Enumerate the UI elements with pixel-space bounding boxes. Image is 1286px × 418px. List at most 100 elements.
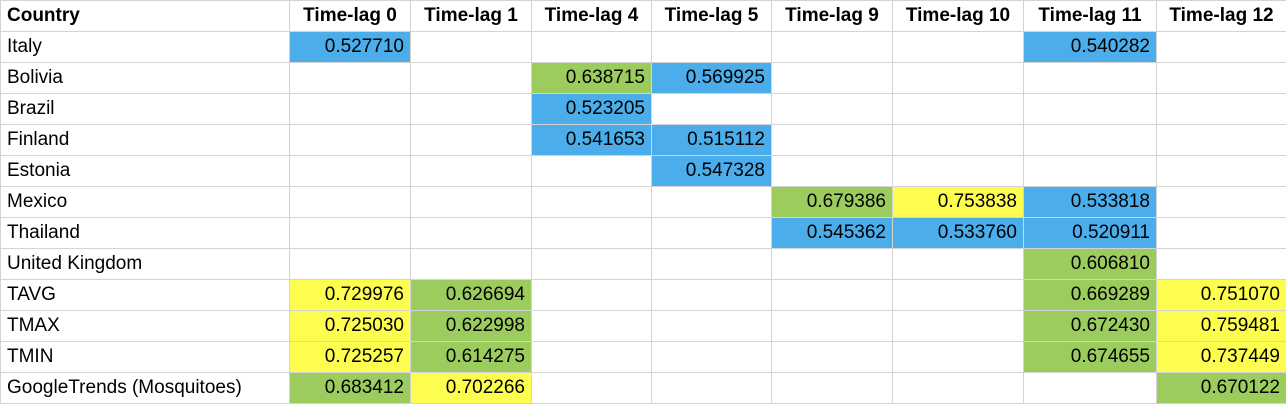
table-row: TMAX 0.725030 0.622998 0.672430 0.759481 [0,310,1286,342]
table-cell [771,31,893,63]
header-row: Country Time-lag 0 Time-lag 1 Time-lag 4… [0,0,1286,32]
row-label: TMIN [0,341,290,373]
row-label: TAVG [0,279,290,311]
table-row: United Kingdom 0.606810 [0,248,1286,280]
table-cell: 0.523205 [531,93,652,125]
table-cell: 0.729976 [289,279,411,311]
column-header-country: Country [0,0,290,32]
table-cell [531,186,652,218]
table-cell [651,310,772,342]
row-label: Italy [0,31,290,63]
table-cell [771,248,893,280]
table-cell [651,93,772,125]
table-row: Brazil 0.523205 [0,93,1286,125]
table-row: TMIN 0.725257 0.614275 0.674655 0.737449 [0,341,1286,373]
table-cell [771,341,893,373]
table-cell: 0.541653 [531,124,652,156]
table-row: Finland 0.541653 0.515112 [0,124,1286,156]
table-cell: 0.683412 [289,372,411,404]
column-header-time-lag-5: Time-lag 5 [651,0,772,32]
table-cell [651,372,772,404]
table-cell: 0.547328 [651,155,772,187]
table-cell [289,93,411,125]
table-cell [651,217,772,249]
table-cell: 0.670122 [1156,372,1286,404]
table-cell: 0.533760 [892,217,1024,249]
table-cell [1156,62,1286,94]
row-label: Bolivia [0,62,290,94]
row-label: United Kingdom [0,248,290,280]
table-cell [1023,372,1157,404]
table-cell [410,124,532,156]
table-cell [1156,186,1286,218]
column-header-time-lag-10: Time-lag 10 [892,0,1024,32]
table-cell [892,155,1024,187]
table-cell: 0.669289 [1023,279,1157,311]
table-cell [892,93,1024,125]
row-label: GoogleTrends (Mosquitoes) [0,372,290,404]
correlation-table: Country Time-lag 0 Time-lag 1 Time-lag 4… [0,0,1286,404]
table-cell [892,372,1024,404]
table-cell [771,279,893,311]
table-cell: 0.737449 [1156,341,1286,373]
table-cell [1156,217,1286,249]
table-cell [1156,31,1286,63]
column-header-time-lag-12: Time-lag 12 [1156,0,1286,32]
column-header-time-lag-9: Time-lag 9 [771,0,893,32]
table-cell [651,186,772,218]
table-row: Estonia 0.547328 [0,155,1286,187]
table-body: Italy 0.527710 0.540282 Bolivia 0.638715 0.56… [0,31,1286,404]
table-cell [892,62,1024,94]
table-cell [651,341,772,373]
table-row: Thailand 0.545362 0.533760 0.520911 [0,217,1286,249]
table-cell: 0.725257 [289,341,411,373]
table-cell [1156,155,1286,187]
table-cell: 0.759481 [1156,310,1286,342]
table-cell [771,155,893,187]
table-cell: 0.569925 [651,62,772,94]
table-cell [289,217,411,249]
table-cell [892,279,1024,311]
table-cell [531,248,652,280]
table-cell [531,217,652,249]
table-row: TAVG 0.729976 0.626694 0.669289 0.751070 [0,279,1286,311]
table-cell [410,93,532,125]
row-label: Estonia [0,155,290,187]
table-cell: 0.622998 [410,310,532,342]
row-label: TMAX [0,310,290,342]
table-cell: 0.527710 [289,31,411,63]
table-cell [771,124,893,156]
table-cell [531,341,652,373]
table-cell [410,155,532,187]
table-cell: 0.614275 [410,341,532,373]
table-cell: 0.725030 [289,310,411,342]
table-cell [410,217,532,249]
table-cell: 0.540282 [1023,31,1157,63]
table-row: Italy 0.527710 0.540282 [0,31,1286,63]
table-cell: 0.674655 [1023,341,1157,373]
table-cell [1023,93,1157,125]
table-cell [1156,124,1286,156]
table-cell [410,248,532,280]
row-label: Finland [0,124,290,156]
table-cell [1023,62,1157,94]
column-header-time-lag-4: Time-lag 4 [531,0,652,32]
table-cell [410,31,532,63]
table-cell: 0.753838 [892,186,1024,218]
row-label: Thailand [0,217,290,249]
table-cell: 0.751070 [1156,279,1286,311]
table-cell [410,186,532,218]
table-cell [892,341,1024,373]
table-cell: 0.638715 [531,62,652,94]
table-cell: 0.672430 [1023,310,1157,342]
column-header-time-lag-1: Time-lag 1 [410,0,532,32]
column-header-time-lag-0: Time-lag 0 [289,0,411,32]
table-cell [651,31,772,63]
table-cell: 0.515112 [651,124,772,156]
table-cell [410,62,532,94]
table-cell [289,186,411,218]
table-cell [771,62,893,94]
table-cell [1023,155,1157,187]
table-cell [892,31,1024,63]
table-cell [531,310,652,342]
